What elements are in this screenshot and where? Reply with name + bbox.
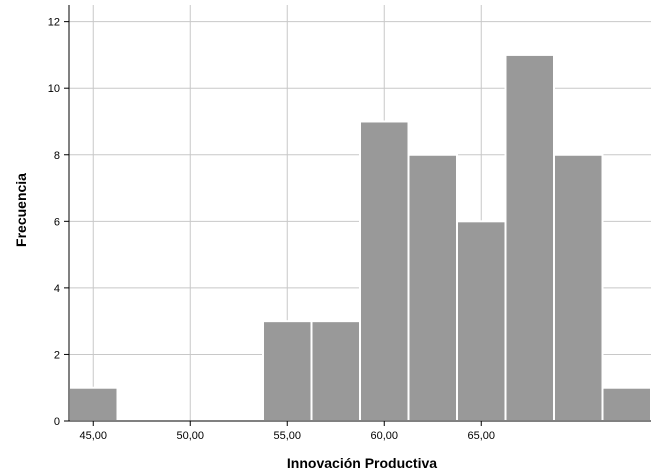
y-tick-label: 12 <box>48 17 60 29</box>
histogram-bar <box>456 220 507 422</box>
y-tick-label: 4 <box>54 283 60 295</box>
y-axis-title: Frecuencia <box>13 173 29 247</box>
x-tick-label: 65,00 <box>467 430 495 442</box>
x-tick-label: 50,00 <box>176 430 204 442</box>
histogram-bar <box>68 386 119 422</box>
y-tick-label: 10 <box>48 83 60 95</box>
x-tick-label: 60,00 <box>370 430 398 442</box>
y-tick-label: 2 <box>54 349 60 361</box>
histogram-bar <box>262 320 313 422</box>
y-tick-label: 0 <box>54 416 60 428</box>
histogram-bar <box>504 53 555 422</box>
histogram-bar <box>553 153 604 422</box>
bars-layer <box>68 53 652 422</box>
axes-layer <box>68 5 651 422</box>
histogram-bar <box>359 120 410 422</box>
x-tick-label: 55,00 <box>273 430 301 442</box>
y-tick-label: 6 <box>54 216 60 228</box>
histogram-bar <box>310 320 361 422</box>
histogram-bar <box>601 386 652 422</box>
histogram-bar <box>407 153 458 422</box>
ticks-layer: 0 2 4 6 8 10 12 45,00 50,00 55,00 60,00 65,00 <box>48 17 495 442</box>
y-tick-label: 8 <box>54 150 60 162</box>
x-axis-title: Innovación Productiva <box>287 455 437 470</box>
x-tick-label: 45,00 <box>79 430 107 442</box>
